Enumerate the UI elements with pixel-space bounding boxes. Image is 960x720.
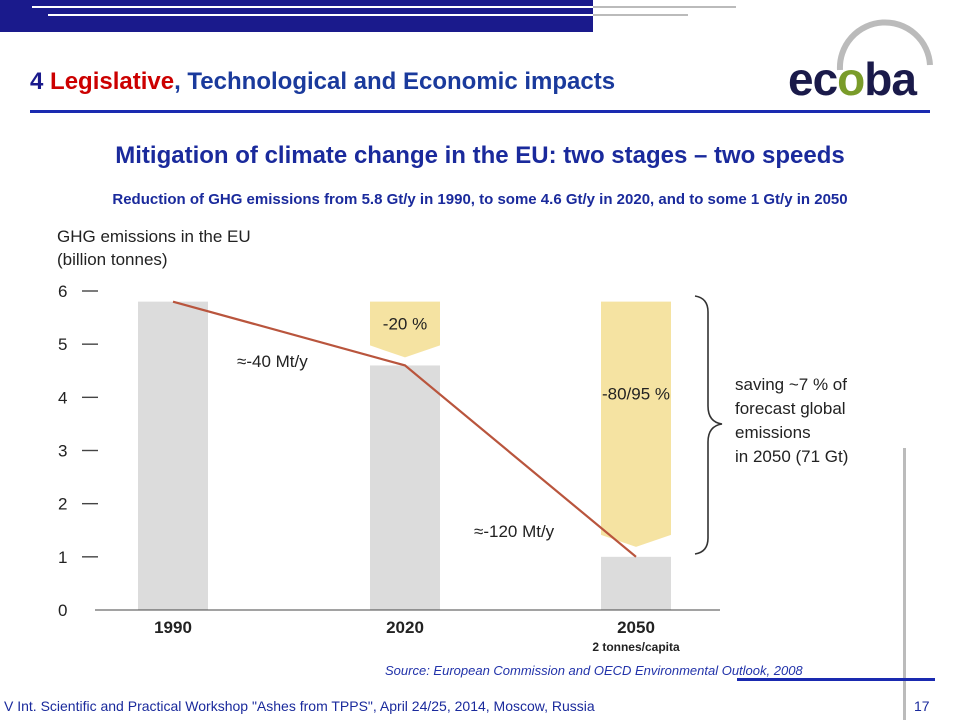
x-tick-label: 2020 (386, 618, 424, 637)
header-bar-dark (0, 0, 593, 32)
reduction-band-2020 (370, 301, 440, 358)
reduction-bands: -20 % -80/95 % (370, 301, 671, 547)
x-tick-label: 2050 (617, 618, 655, 637)
title-rest: , Technological and Economic impacts (174, 68, 616, 95)
title-underline (30, 110, 930, 113)
y-tick-label: 5 (58, 335, 67, 354)
logo-arc-icon (836, 19, 933, 71)
bar-2020 (370, 365, 440, 610)
header-line-2 (593, 6, 736, 8)
annotation-120: ≈-120 Mt/y (474, 522, 555, 541)
y-tick-label: 0 (58, 601, 67, 620)
y-tick-label: 2 (58, 495, 67, 514)
source-note: Source: European Commission and OECD Env… (385, 663, 803, 678)
x-category-note: 2 tonnes/capita (592, 640, 680, 654)
y-axis: 0 1 2 3 4 5 6 (58, 282, 98, 620)
title-number: 4 (30, 68, 44, 95)
y-tick-label: 1 (58, 548, 67, 567)
ghg-chart: GHG emissions in the EU (billion tonnes)… (57, 227, 848, 654)
chart-subtitle: (billion tonnes) (57, 250, 168, 269)
page-number: 17 (914, 698, 930, 714)
trend-polyline (172, 300, 637, 558)
x-tick-label: 1990 (154, 618, 192, 637)
brace-note-line: in 2050 (71 Gt) (735, 447, 848, 466)
logo-o: o (837, 53, 865, 105)
header-line-4 (593, 14, 688, 16)
x-axis-labels: 1990 2020 2050 2 tonnes/capita (154, 618, 680, 654)
brace-note-line: saving ~7 % of (735, 375, 847, 394)
reduction-label-2020: -20 % (383, 315, 427, 334)
bar-1990 (138, 301, 208, 610)
reduction-label-2050: -80/95 % (602, 385, 670, 404)
y-tick-label: 3 (58, 442, 67, 461)
bar-2050 (601, 556, 671, 610)
title-legislative: Legislative (50, 68, 175, 95)
brace-note: saving ~7 % of forecast global emissions… (735, 375, 848, 466)
header-line-1 (32, 6, 734, 8)
header-line-3 (48, 14, 593, 16)
y-tick-label: 6 (58, 282, 67, 301)
right-vertical-line (903, 448, 906, 720)
annotation-40: ≈-40 Mt/y (237, 352, 308, 371)
bottom-right-line (737, 678, 935, 681)
bars (138, 301, 671, 610)
reduction-band-2050 (601, 301, 671, 547)
footer-text: V Int. Scientific and Practical Workshop… (4, 698, 595, 714)
brace-note-line: emissions (735, 423, 811, 442)
slide-subtitle: Mitigation of climate change in the EU: … (115, 142, 845, 169)
slide-title: 4 Legislative, Technological and Economi… (30, 68, 615, 96)
logo-prefix: ec (788, 53, 838, 105)
chart-title: GHG emissions in the EU (57, 227, 251, 246)
ecoba-logo: ecoba (788, 52, 917, 106)
logo-suffix: ba (864, 53, 917, 105)
y-tick-label: 4 (58, 388, 67, 407)
brace-icon (694, 295, 723, 555)
slide-description: Reduction of GHG emissions from 5.8 Gt/y… (112, 191, 848, 208)
trend-line (172, 300, 637, 558)
brace-note-line: forecast global (735, 399, 846, 418)
